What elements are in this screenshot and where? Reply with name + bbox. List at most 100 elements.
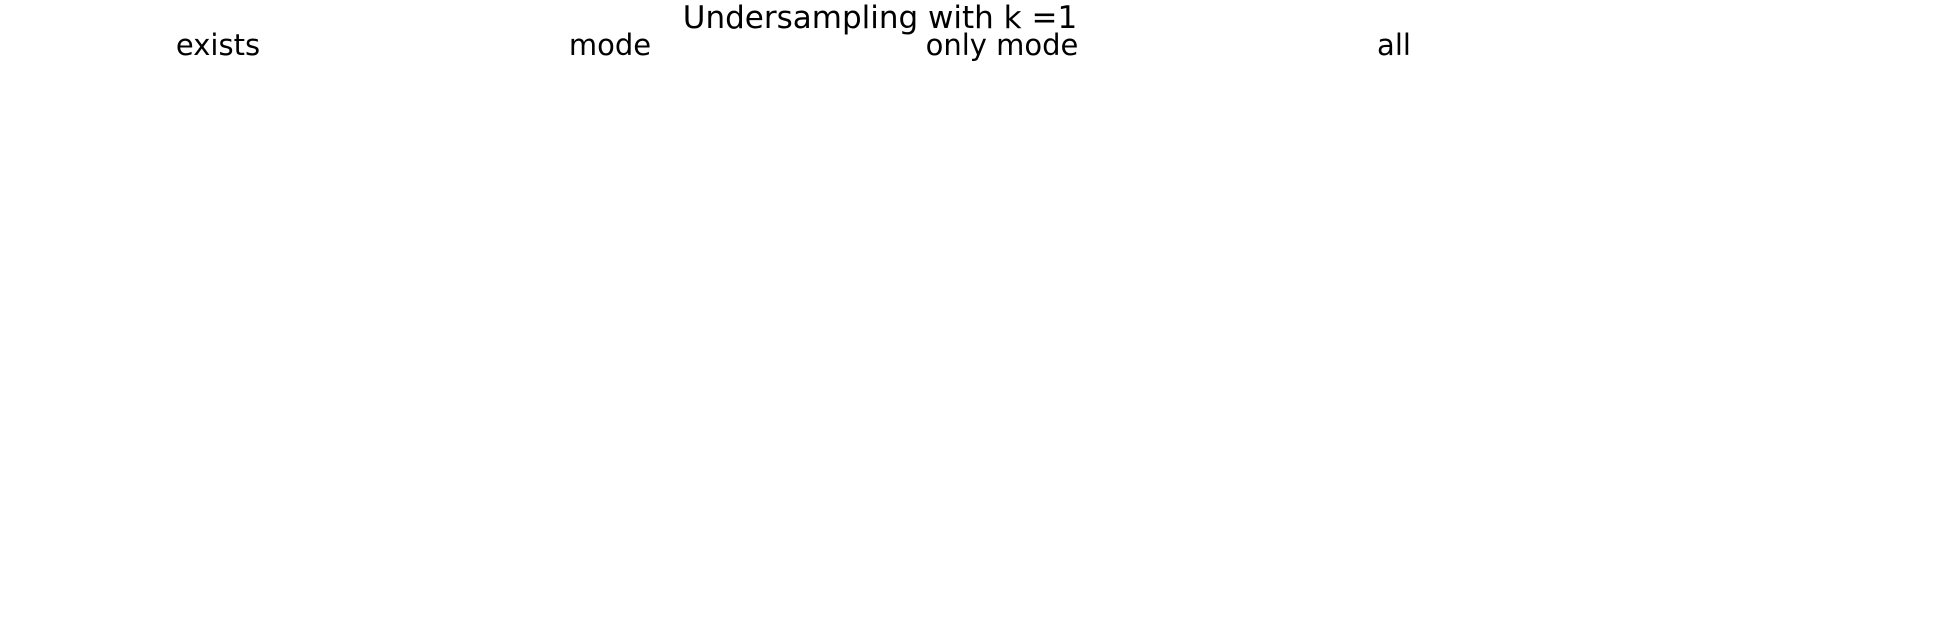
data-point-class-5 <box>164 434 175 444</box>
data-point-class-0 <box>65 178 75 188</box>
data-point-class-4 <box>154 289 164 300</box>
data-point-class-5 <box>1088 322 1099 333</box>
data-point-class-4 <box>1451 151 1462 162</box>
data-point-class-4 <box>680 165 691 175</box>
data-point-class-3 <box>172 230 183 241</box>
data-point-class-3 <box>892 342 903 352</box>
data-point-class-5 <box>1418 381 1429 392</box>
data-point-class-4 <box>1365 256 1375 267</box>
data-point-class-4 <box>1032 125 1043 136</box>
data-point-class-4 <box>226 276 237 287</box>
data-point-class-4 <box>678 171 688 182</box>
data-point-class-5 <box>707 178 718 188</box>
data-point-class-4 <box>259 145 269 156</box>
data-point-class-4 <box>226 197 237 208</box>
data-point-class-5 <box>1024 355 1035 366</box>
data-point-class-1 <box>1262 191 1273 202</box>
data-point-class-5 <box>978 374 989 385</box>
data-point-class-5 <box>602 329 613 339</box>
data-point-class-2 <box>924 184 935 195</box>
data-point-class-2 <box>489 243 500 254</box>
data-point-class-3 <box>1268 401 1278 412</box>
data-point-class-3 <box>927 276 938 287</box>
data-point-class-5 <box>1510 197 1521 208</box>
data-point-class-5 <box>586 420 597 431</box>
data-point-class-5 <box>304 322 315 333</box>
data-point-class-5 <box>1091 158 1102 169</box>
data-point-class-2 <box>929 119 940 129</box>
x-tick-label: 125 <box>1042 515 1071 533</box>
data-point-class-4 <box>991 197 1002 208</box>
data-point-class-3 <box>940 165 951 175</box>
data-point-class-5 <box>1094 420 1105 431</box>
data-point-class-5 <box>1392 361 1402 372</box>
data-point-class-5 <box>694 243 705 254</box>
data-point-class-5 <box>1497 329 1507 339</box>
data-point-class-1 <box>105 138 116 149</box>
data-point-class-1 <box>1270 106 1281 116</box>
data-point-class-5 <box>634 374 645 385</box>
data-point-class-3 <box>178 197 189 208</box>
data-point-class-5 <box>1400 322 1410 333</box>
data-point-class-5 <box>1497 289 1507 300</box>
data-point-class-5 <box>361 296 372 307</box>
data-point-class-5 <box>358 309 369 320</box>
data-point-class-4 <box>213 289 224 300</box>
data-point-class-4 <box>1435 217 1445 228</box>
data-point-class-5 <box>331 191 342 202</box>
data-point-class-4 <box>175 243 186 254</box>
data-point-class-4 <box>216 184 226 195</box>
data-point-class-0 <box>849 86 859 97</box>
data-point-class-5 <box>342 283 353 293</box>
data-point-class-5 <box>364 270 375 280</box>
x-tick-label: 150 <box>1109 515 1138 533</box>
data-point-class-2 <box>932 92 943 103</box>
data-point-class-5 <box>721 165 732 175</box>
data-point-class-5 <box>356 414 366 425</box>
data-point-class-2 <box>135 158 145 169</box>
data-point-class-3 <box>205 158 216 169</box>
data-point-class-3 <box>484 401 494 412</box>
data-point-class-5 <box>248 315 259 326</box>
data-point-class-5 <box>251 388 261 398</box>
data-point-class-4 <box>551 414 562 425</box>
data-point-class-2 <box>497 230 508 241</box>
data-point-class-5 <box>1443 322 1454 333</box>
y-tick-label: 160 <box>1199 318 1228 336</box>
data-point-class-4 <box>537 427 548 438</box>
data-point-class-3 <box>938 204 948 215</box>
data-point-class-5 <box>734 276 745 287</box>
panel-title-mode: mode <box>568 28 652 62</box>
data-point-class-4 <box>1010 263 1021 274</box>
data-point-class-4 <box>605 243 616 254</box>
data-point-class-4 <box>905 440 916 451</box>
data-point-class-3 <box>1000 99 1010 110</box>
data-point-class-4 <box>892 427 903 438</box>
data-point-class-4 <box>540 361 551 372</box>
decision-region-class-5 <box>850 64 1154 466</box>
data-point-class-2 <box>1311 165 1321 175</box>
data-point-class-4 <box>1035 79 1045 90</box>
data-point-class-4 <box>1043 145 1053 156</box>
data-point-class-4 <box>1440 132 1451 143</box>
data-point-class-5 <box>1526 217 1537 228</box>
data-point-class-5 <box>1083 230 1094 241</box>
data-point-class-5 <box>302 171 313 182</box>
data-point-class-3 <box>183 125 194 136</box>
data-point-class-5 <box>299 204 310 215</box>
data-point-class-5 <box>696 158 707 169</box>
data-point-class-5 <box>731 197 742 208</box>
data-point-class-1 <box>467 230 478 241</box>
data-point-class-5 <box>1083 204 1094 215</box>
data-point-class-2 <box>870 276 881 287</box>
decision-region-class-4 <box>458 64 762 466</box>
data-point-class-5 <box>1091 401 1102 412</box>
data-point-class-5 <box>1424 434 1435 444</box>
data-point-class-4 <box>675 86 686 97</box>
data-point-class-2 <box>1308 191 1319 202</box>
data-point-class-5 <box>567 440 578 451</box>
data-point-class-5 <box>559 440 570 451</box>
data-point-class-5 <box>1134 217 1145 228</box>
data-point-class-5 <box>1000 368 1010 379</box>
data-point-class-5 <box>299 302 310 313</box>
